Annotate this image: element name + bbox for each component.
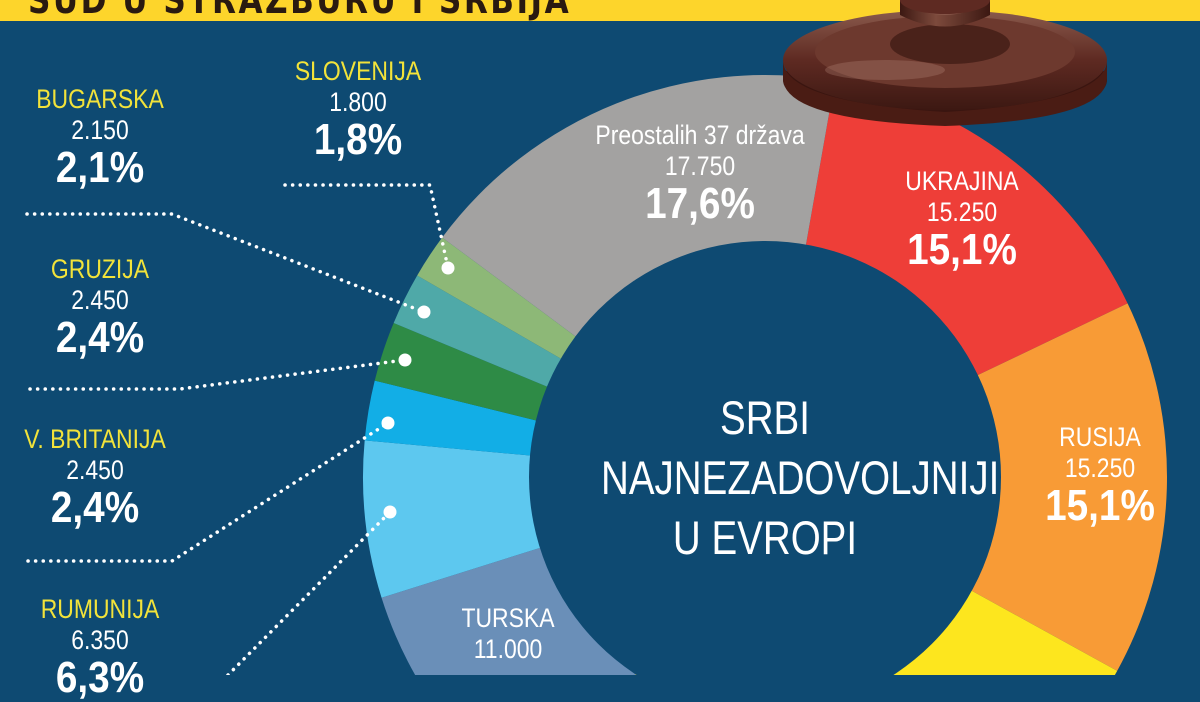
label-percent: 2,4% xyxy=(55,313,145,362)
label-name: BUGARSKA xyxy=(36,84,164,114)
segment-turska xyxy=(381,546,639,675)
label-name: Preostalih 37 država xyxy=(595,120,805,150)
label-gruzija: GRUZIJA 2.450 2,4% xyxy=(5,256,195,360)
center-title-line3: U EVROPI xyxy=(672,511,858,564)
label-count: 1.800 xyxy=(329,87,387,117)
gavel-image xyxy=(783,0,1107,126)
label-percent: 15,1% xyxy=(907,225,1017,274)
label-name: V. BRITANIJA xyxy=(24,424,166,454)
label-percent: 2,4% xyxy=(50,483,140,532)
label-percent: 2,1% xyxy=(55,143,145,192)
label-count: 6.350 xyxy=(71,625,129,655)
label-name: UKRAJINA xyxy=(905,166,1019,196)
segment-unlabeled-yellow xyxy=(635,587,1118,675)
label-count: 2.450 xyxy=(66,455,124,485)
donut-chart xyxy=(25,75,1168,675)
label-ukrajina: UKRAJINA 15.250 15,1% xyxy=(872,168,1052,272)
segment-v-britanija xyxy=(364,380,542,457)
label-name: GRUZIJA xyxy=(50,254,150,284)
dot-slovenija xyxy=(441,261,455,275)
leader-dots xyxy=(381,261,455,519)
label-count: 2.150 xyxy=(71,115,129,145)
label-count: 11.000 xyxy=(473,634,543,664)
label-preostalih: Preostalih 37 država 17.750 17,6% xyxy=(560,122,840,226)
label-rumunija: RUMUNIJA 6.350 6,3% xyxy=(5,596,195,700)
leader-line-bugarska xyxy=(25,212,426,314)
leader-line-britanija xyxy=(26,421,390,563)
segment-gruzija xyxy=(374,323,553,422)
label-count: 15.250 xyxy=(1064,453,1136,483)
dot-gruzija xyxy=(398,353,412,367)
label-percent: 17,6% xyxy=(645,179,755,228)
label-rusija: RUSIJA 15.250 15,1% xyxy=(1010,424,1190,528)
label-britanija: V. BRITANIJA 2.450 2,4% xyxy=(0,426,190,530)
label-percent: 6,3% xyxy=(55,653,145,702)
segment-slovenija xyxy=(417,237,581,362)
label-turska: TURSKA 11.000 xyxy=(418,605,598,663)
center-title: SRBI NAJNEZADOVOLJNIJI U EVROPI xyxy=(601,388,1000,568)
center-title-line2: NAJNEZADOVOLJNIJI xyxy=(601,451,1000,504)
label-count: 15.250 xyxy=(926,197,998,227)
dot-bugarska xyxy=(417,305,431,319)
inner-circle xyxy=(529,241,1001,675)
segment-preostalih-37-dr-ava xyxy=(442,75,835,340)
leader-line-gruzija xyxy=(28,358,407,391)
dot-rumunija xyxy=(383,505,397,519)
center-title-line1: SRBI xyxy=(720,391,810,444)
segment-bugarska xyxy=(393,275,566,389)
label-name: TURSKA xyxy=(461,603,555,633)
label-count: 17.750 xyxy=(664,151,736,181)
segment-rumunija xyxy=(363,440,546,598)
label-percent: 15,1% xyxy=(1045,481,1155,530)
label-name: SLOVENIJA xyxy=(294,56,422,86)
label-name: RUMUNIJA xyxy=(40,594,160,624)
leader-lines xyxy=(25,183,450,675)
label-percent: 1,8% xyxy=(313,115,403,164)
label-slovenija: SLOVENIJA 1.800 1,8% xyxy=(268,58,448,162)
banner-title: SUD U STRAZBURU I SRBIJA xyxy=(28,0,571,21)
donut-segments xyxy=(363,75,1168,675)
label-name: RUSIJA xyxy=(1059,422,1141,452)
label-bugarska: BUGARSKA 2.150 2,1% xyxy=(5,86,195,190)
label-count: 2.450 xyxy=(71,285,129,315)
leader-line-rumunija xyxy=(226,510,392,675)
segment-rusija xyxy=(966,303,1168,671)
leader-line-slovenija xyxy=(283,183,450,270)
dot-britanija xyxy=(381,416,395,430)
segment-ukrajina xyxy=(804,81,1128,378)
